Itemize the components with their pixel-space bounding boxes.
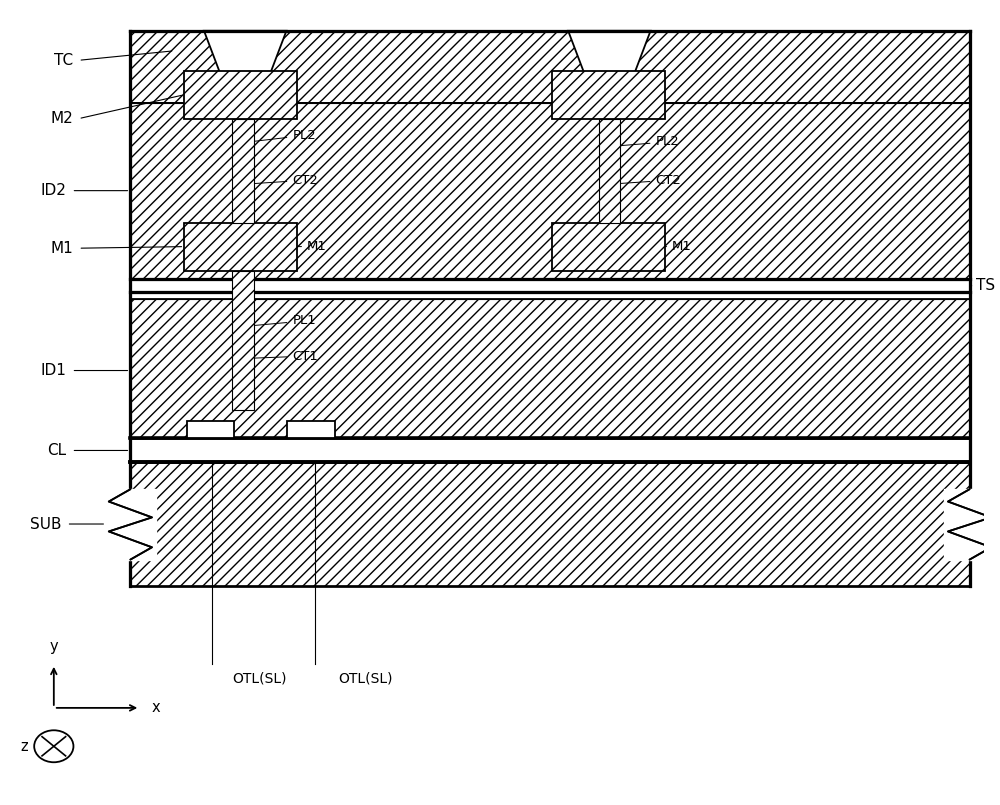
Text: PL2: PL2: [610, 135, 679, 148]
Text: CT2: CT2: [611, 174, 681, 187]
Bar: [130, 31, 970, 103]
Bar: [130, 299, 970, 439]
Text: OTL(SL): OTL(SL): [339, 671, 393, 685]
Text: CL: CL: [47, 443, 67, 458]
Bar: [130, 279, 970, 292]
Text: ID2: ID2: [41, 184, 67, 198]
Text: M1: M1: [246, 240, 327, 253]
Text: ID1: ID1: [41, 363, 67, 378]
Text: x: x: [152, 700, 161, 716]
Text: PL1: PL1: [245, 315, 316, 328]
Text: M1: M1: [51, 241, 73, 256]
Bar: [287, 421, 335, 439]
Bar: [130, 103, 970, 279]
Bar: [232, 270, 254, 411]
Bar: [130, 462, 970, 586]
Bar: [552, 223, 665, 270]
Text: OTL(SL): OTL(SL): [233, 671, 287, 685]
Text: TC: TC: [54, 53, 73, 68]
Text: SUB: SUB: [30, 517, 62, 531]
Bar: [130, 439, 970, 462]
Bar: [232, 118, 254, 223]
Polygon shape: [568, 31, 651, 75]
Text: y: y: [50, 639, 58, 654]
Bar: [187, 421, 234, 439]
Bar: [552, 71, 665, 118]
Bar: [599, 118, 620, 223]
Polygon shape: [204, 31, 286, 75]
Text: PL2: PL2: [245, 129, 316, 142]
Text: z: z: [21, 739, 28, 753]
Text: CT1: CT1: [246, 349, 318, 362]
Bar: [184, 71, 297, 118]
Text: CT2: CT2: [246, 174, 318, 187]
Text: TS: TS: [976, 279, 996, 293]
Text: M1: M1: [611, 240, 692, 253]
Bar: [184, 223, 297, 270]
Text: M2: M2: [51, 111, 73, 126]
